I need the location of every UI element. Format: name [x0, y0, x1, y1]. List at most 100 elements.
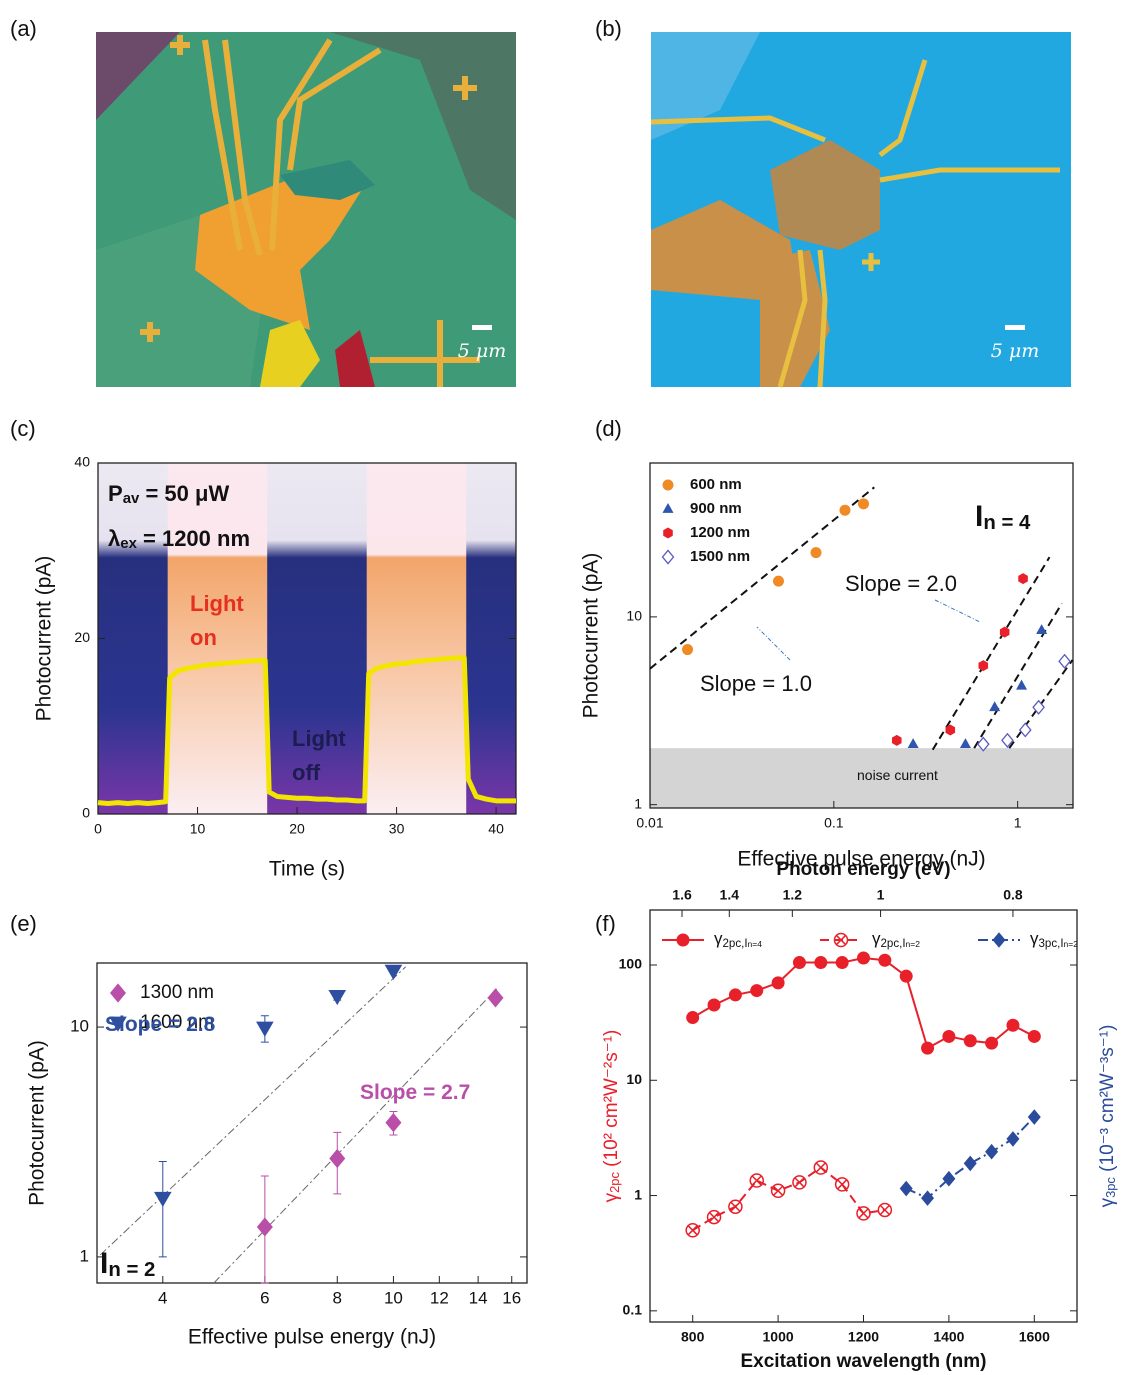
data-point — [750, 984, 764, 998]
data-point — [989, 701, 1001, 712]
data-point — [891, 734, 902, 746]
panel-label: (d) — [595, 416, 622, 441]
fit-line — [973, 602, 1063, 749]
scale-bar-label: 5 μm — [458, 340, 507, 362]
legend-label-part: 2pc,I — [723, 938, 748, 950]
data-point — [942, 1170, 956, 1187]
legend-label: γ2pc,In=4 — [714, 929, 762, 949]
y-tick-label: 10 — [626, 608, 642, 624]
data-point — [1006, 1018, 1020, 1032]
x-tick-label: 0 — [94, 821, 102, 837]
y-axis-label: Photocurrent (pA) — [33, 556, 56, 722]
legend-label-part: 3pc,I — [1039, 938, 1064, 950]
y-axis-label: γ2pc (10² cm²W⁻²s⁻¹) — [601, 1030, 622, 1203]
error-bar — [158, 1161, 167, 1258]
x-tick-label: 14 — [469, 1288, 488, 1307]
data-point — [921, 1190, 935, 1206]
annotation-part: P — [108, 481, 123, 506]
panel-label: (b) — [595, 16, 622, 41]
annotation: Slope = 2.0 — [845, 571, 957, 596]
data-point — [1027, 1029, 1041, 1043]
x-axis-label: Time (s) — [269, 858, 345, 881]
y-tick-label: 40 — [74, 454, 90, 470]
x2-tick-label: 0.8 — [1003, 887, 1023, 903]
noise-band — [650, 748, 1073, 808]
legend-label-part: γ — [714, 929, 723, 948]
data-point — [985, 1036, 999, 1050]
y-tick-label: 20 — [74, 629, 90, 645]
legend-label-part: n=4 — [748, 939, 763, 949]
x-tick-label: 6 — [260, 1288, 269, 1307]
annotation-part: I — [100, 1247, 108, 1280]
data-point — [899, 969, 913, 983]
annotation: on — [190, 625, 217, 650]
y2-axis-label-part: 3pc — [1103, 1177, 1118, 1198]
x-tick-label: 0.1 — [824, 815, 844, 831]
x-tick-label: 800 — [681, 1329, 705, 1345]
data-point — [959, 738, 971, 749]
legend-label-part: γ — [872, 929, 881, 948]
x-axis-label: Excitation wavelength (nm) — [741, 1351, 987, 1372]
panel-label: (c) — [10, 416, 36, 441]
y-tick-label: 0.1 — [623, 1302, 643, 1318]
y2-axis-label-part: (10⁻³ cm²W⁻³s⁻¹) — [1097, 1025, 1118, 1178]
annotation: In = 2 — [100, 1247, 155, 1281]
legend-label: 1600 nm — [140, 1012, 214, 1033]
data-point — [963, 1034, 977, 1048]
x2-tick-label: 1.6 — [672, 887, 692, 903]
data-point — [1018, 573, 1028, 585]
legend-label: 600 nm — [690, 476, 742, 493]
plot-frame — [96, 962, 528, 1284]
data-point — [770, 1183, 786, 1199]
annotation-part: n = 2 — [108, 1259, 155, 1281]
x-tick-label: 40 — [488, 821, 504, 837]
legend-label-part: n=2 — [1064, 939, 1079, 949]
legend-marker — [676, 933, 690, 947]
x2-tick-label: 1 — [877, 887, 885, 903]
panel-label: (f) — [595, 911, 616, 936]
data-point — [1036, 624, 1048, 634]
data-point — [813, 1160, 829, 1175]
panel-label: (e) — [10, 911, 37, 936]
series-line — [97, 655, 516, 806]
data-point — [686, 1011, 700, 1025]
legend-marker — [662, 502, 674, 513]
data-point — [706, 1209, 722, 1225]
annotation: Slope = 2.7 — [360, 1081, 470, 1104]
annotation-part: ex — [120, 535, 137, 552]
data-point — [985, 1143, 999, 1160]
data-point — [792, 956, 806, 970]
light-on-band — [366, 463, 467, 814]
data-point — [839, 504, 851, 516]
data-point — [385, 1113, 402, 1133]
data-point — [878, 953, 892, 967]
data-point — [877, 1202, 893, 1218]
data-point — [328, 989, 347, 1006]
x-tick-label: 4 — [158, 1288, 167, 1307]
y-tick-label: 0 — [82, 805, 90, 821]
data-point — [1032, 699, 1045, 715]
annotation: off — [292, 760, 321, 785]
data-point — [487, 988, 504, 1008]
plot-frame — [649, 909, 1078, 1323]
fit-line — [931, 556, 1051, 751]
annotation-part: Slope = 2.8 — [105, 1013, 216, 1036]
data-point — [1016, 679, 1028, 690]
data-point — [942, 1029, 956, 1043]
annotation: Light — [190, 591, 244, 616]
data-point — [771, 976, 785, 990]
micrograph-b — [650, 32, 1071, 388]
legend-label: 1500 nm — [690, 548, 750, 565]
light-on-band — [167, 463, 268, 814]
data-point — [256, 1217, 273, 1237]
annotation: Slope = 2.8 — [105, 1013, 216, 1036]
annotation: noise current — [857, 767, 938, 783]
y-tick-label: 10 — [626, 1071, 642, 1087]
annotation: Pav = 50 μW — [108, 481, 229, 508]
data-point — [728, 988, 742, 1002]
legend-label: γ3pc,In=2 — [1030, 929, 1078, 949]
x-axis-label: Effective pulse energy (nJ) — [188, 1326, 436, 1349]
y-axis-label-part: γ — [601, 1192, 622, 1202]
